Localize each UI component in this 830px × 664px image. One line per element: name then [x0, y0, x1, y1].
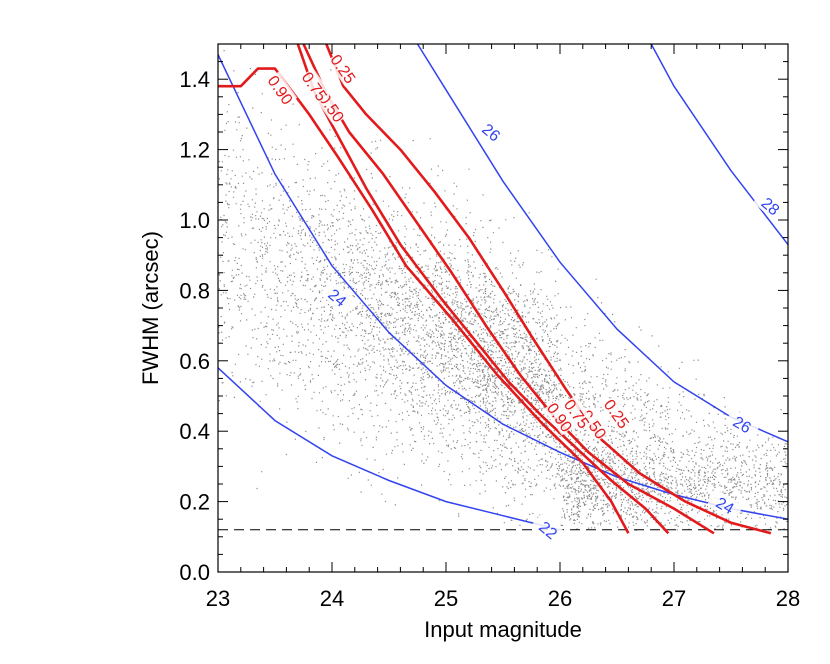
sb-curve-24	[218, 54, 788, 520]
sb-label-extra-1-bg	[706, 489, 744, 521]
sb-curve-22	[218, 367, 561, 531]
completeness-label2-0.25-bg	[600, 395, 634, 432]
axes: 23 24 25 26 27 28 0.0 0.2 0.4 0.6 0.8 1.0 1.2 1.4	[179, 43, 800, 611]
sb-label-24-bg	[319, 280, 356, 315]
sb-curve-26	[416, 44, 788, 443]
completeness-curves	[218, 44, 772, 535]
x-tick-label: 27	[662, 586, 686, 611]
y-tick-label: 0.2	[179, 490, 210, 515]
y-axis-title: FWHM (arcsec)	[138, 231, 163, 385]
completeness-curve-0.90	[218, 67, 630, 534]
completeness-label-0.25-bg	[326, 50, 360, 87]
sb-label-extra-0-bg	[724, 408, 761, 440]
y-tick-label: 1.0	[179, 208, 210, 233]
x-tick-label: 25	[434, 586, 458, 611]
completeness-curve-0.25	[325, 44, 772, 535]
sb-label-28-bg	[752, 188, 789, 224]
x-tick-label: 28	[776, 586, 800, 611]
x-axis-title: Input magnitude	[424, 617, 582, 642]
completeness-label2-0.90-bg	[543, 398, 577, 436]
y-tick-label: 0.6	[179, 349, 210, 374]
completeness-label-0.75-bg	[298, 67, 332, 105]
y-tick-label: 0.4	[179, 419, 210, 444]
x-tick-label: 26	[548, 586, 572, 611]
sb-label-26-bg	[473, 114, 510, 150]
y-tick-label: 0.8	[179, 278, 210, 303]
x-tick-label: 23	[206, 586, 230, 611]
completeness-curve-0.75	[296, 44, 670, 535]
completeness-label-0.90-bg	[264, 71, 298, 109]
y-tick-label: 1.2	[179, 138, 210, 163]
completeness-curve-0.50	[302, 44, 715, 535]
y-tick-label: 1.4	[179, 67, 210, 92]
x-tick-label: 24	[320, 586, 344, 611]
sb-label-22-bg	[530, 512, 567, 547]
sb-label-extra-0: 26	[730, 414, 754, 438]
surface-brightness-curves	[218, 44, 788, 531]
sb-label-extra-1: 24	[713, 495, 737, 519]
completeness-label2-0.75-bg	[560, 395, 594, 432]
y-tick-label: 0.0	[179, 560, 210, 585]
